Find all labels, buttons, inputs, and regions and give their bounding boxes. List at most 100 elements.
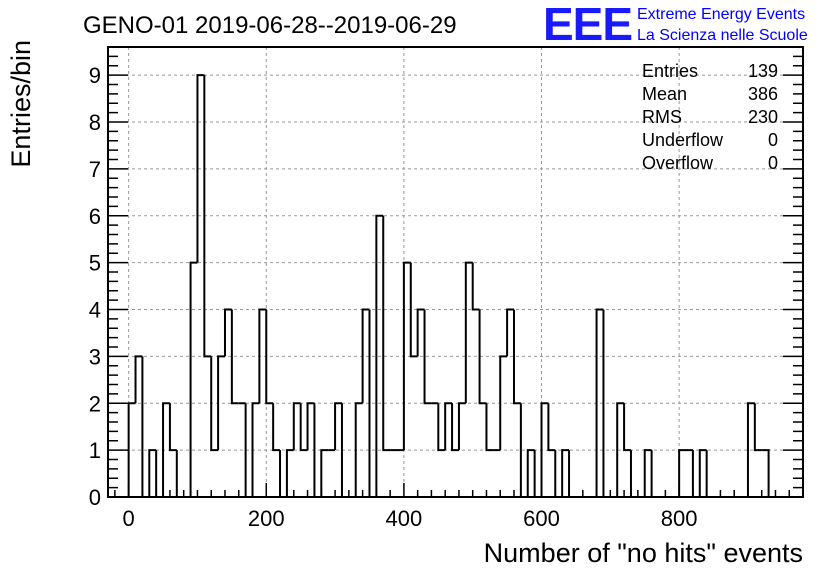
plot-frame <box>107 46 804 498</box>
stats-label: RMS <box>642 107 682 127</box>
y-tick-label: 3 <box>89 344 101 369</box>
histogram-bin <box>306 402 315 451</box>
histogram-bin <box>375 214 384 497</box>
y-tick-label: 8 <box>89 110 101 135</box>
histogram-bin <box>761 449 770 497</box>
histogram-bin <box>265 309 274 405</box>
axis-ticks <box>108 55 803 498</box>
histogram-bin <box>155 450 164 498</box>
histogram-bin <box>533 450 542 498</box>
histogram-bin <box>595 308 604 497</box>
histogram-bin <box>416 308 425 357</box>
histogram-bin <box>547 403 556 452</box>
histogram-bin <box>402 261 411 451</box>
histogram-bin <box>629 450 638 498</box>
histogram-bin <box>698 449 707 497</box>
histogram-bin <box>691 450 700 498</box>
histogram-bin <box>141 356 150 498</box>
histogram-bin <box>561 449 570 497</box>
histogram-bin <box>643 449 652 497</box>
x-tick-label: 400 <box>386 506 423 531</box>
stats-value: 0 <box>768 130 778 150</box>
x-axis-title: Number of "no hits" events <box>484 538 803 568</box>
histogram-bin <box>457 402 466 451</box>
stats-label: Underflow <box>642 130 724 150</box>
histogram-bin <box>223 308 232 357</box>
y-tick-label: 2 <box>89 391 101 416</box>
histogram-bin <box>285 449 294 497</box>
histogram-bin <box>568 450 576 498</box>
histogram-bin <box>210 356 219 452</box>
y-tick-label: 5 <box>89 251 101 276</box>
x-tick-labels: 0 200 400 600 800 <box>123 506 698 531</box>
histogram-bin <box>361 308 370 404</box>
histogram-bin <box>423 309 432 405</box>
histogram-bin <box>299 403 308 452</box>
histogram-bin <box>650 450 659 498</box>
stats-value: 230 <box>748 107 778 127</box>
histogram-bin <box>464 261 473 404</box>
histogram-bin <box>292 402 301 451</box>
x-tick-label: 0 <box>123 506 135 531</box>
histogram-bin <box>334 402 342 451</box>
histogram-bin <box>320 449 329 497</box>
eee-logo-mark: EEE <box>543 0 632 50</box>
histogram-bin <box>272 403 281 452</box>
stats-label: Entries <box>642 61 698 81</box>
histogram-bin <box>554 450 563 498</box>
histogram-bin <box>485 403 494 452</box>
stats-label: Mean <box>642 84 687 104</box>
histogram-bin <box>134 355 143 404</box>
histogram-bin <box>512 309 521 405</box>
histogram-bin <box>217 355 225 451</box>
x-tick-label: 800 <box>661 506 698 531</box>
histogram-bin <box>678 449 687 497</box>
histogram-bin <box>168 403 177 452</box>
histogram-bin <box>354 402 363 497</box>
y-axis-title: Entries/bin <box>6 40 36 168</box>
histogram-bin <box>506 308 514 357</box>
y-tick-label: 9 <box>89 63 101 88</box>
eee-logo-line2: La Scienza nelle Scuole <box>637 27 808 44</box>
histogram-bin <box>382 215 391 452</box>
histogram-bin <box>705 450 714 498</box>
stats-value: 386 <box>748 84 778 104</box>
histogram-bin <box>526 449 535 497</box>
histogram-bin <box>753 403 762 452</box>
x-tick-label: 600 <box>523 506 560 531</box>
x-tick-label: 200 <box>248 506 285 531</box>
histogram-bin <box>175 450 184 498</box>
histogram-bin <box>203 75 212 358</box>
stats-value: 139 <box>748 61 778 81</box>
histogram-bin <box>540 402 549 497</box>
histogram-bin <box>499 355 508 451</box>
histogram-bin <box>623 403 631 452</box>
histogram-bin <box>746 402 755 497</box>
histogram-bin <box>279 450 287 498</box>
histogram-bin <box>471 262 480 311</box>
histogram-bin <box>189 261 198 497</box>
stats-label: Overflow <box>642 153 714 173</box>
histogram-bin <box>230 309 239 405</box>
histogram-bin <box>127 402 136 497</box>
y-tick-label: 7 <box>89 157 101 182</box>
y-tick-label: 1 <box>89 438 101 463</box>
y-tick-label: 0 <box>89 485 101 510</box>
grid-lines <box>108 47 803 497</box>
stats-value: 0 <box>768 153 778 173</box>
histogram-bin <box>409 262 418 358</box>
eee-logo: EEE Extreme Energy Events La Scienza nel… <box>543 0 808 50</box>
eee-logo-line1: Extreme Energy Events <box>637 6 805 23</box>
y-tick-labels: 0 1 2 3 4 5 6 7 8 9 <box>89 63 101 510</box>
histogram-bin <box>251 402 260 497</box>
y-tick-label: 4 <box>89 298 101 323</box>
histogram-bin <box>451 403 459 452</box>
chart-title: GENO-01 2019-06-28--2019-06-29 <box>83 12 457 39</box>
histogram-bin <box>444 402 453 451</box>
histogram-bin <box>616 402 625 497</box>
histogram-bin <box>162 402 170 497</box>
stats-box: Entries 139 Mean 386 RMS 230 Underflow 0 Overflo… <box>642 61 778 173</box>
histogram-bin <box>437 403 446 452</box>
histogram-bin <box>258 308 267 404</box>
